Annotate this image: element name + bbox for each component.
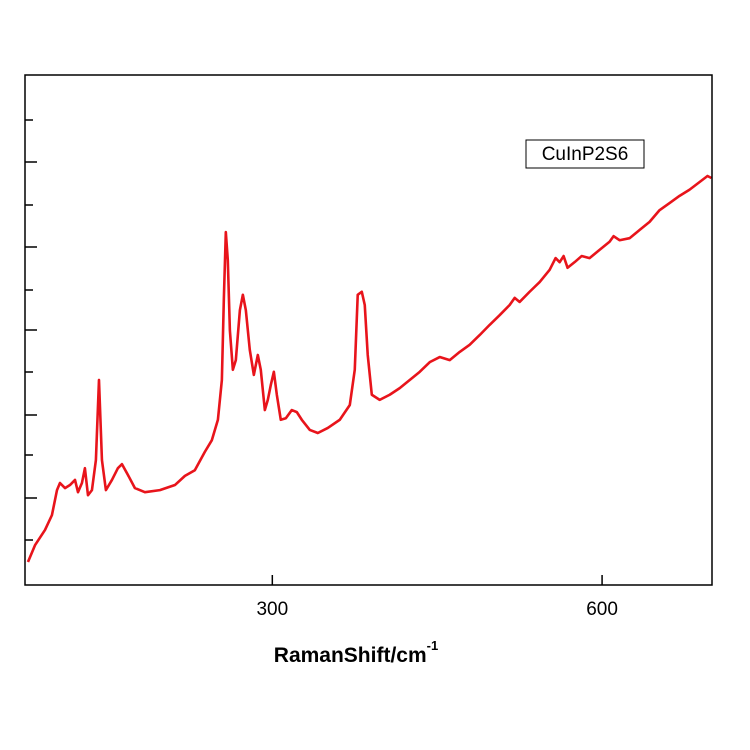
x-tick-label: 600 (586, 599, 618, 620)
legend: CuInP2S6 (525, 139, 645, 169)
x-axis-label-superscript: -1 (427, 638, 439, 653)
x-tick-label: 300 (256, 599, 288, 620)
x-axis-label: RamanShift/cm-1 (274, 638, 438, 666)
y-axis-ticks (25, 119, 37, 541)
x-axis-label-text: RamanShift/cm (274, 644, 427, 667)
plot-frame (24, 74, 713, 586)
spectrum-line (26, 174, 713, 563)
legend-box (525, 139, 645, 169)
legend-label: CuInP2S6 (542, 144, 629, 165)
